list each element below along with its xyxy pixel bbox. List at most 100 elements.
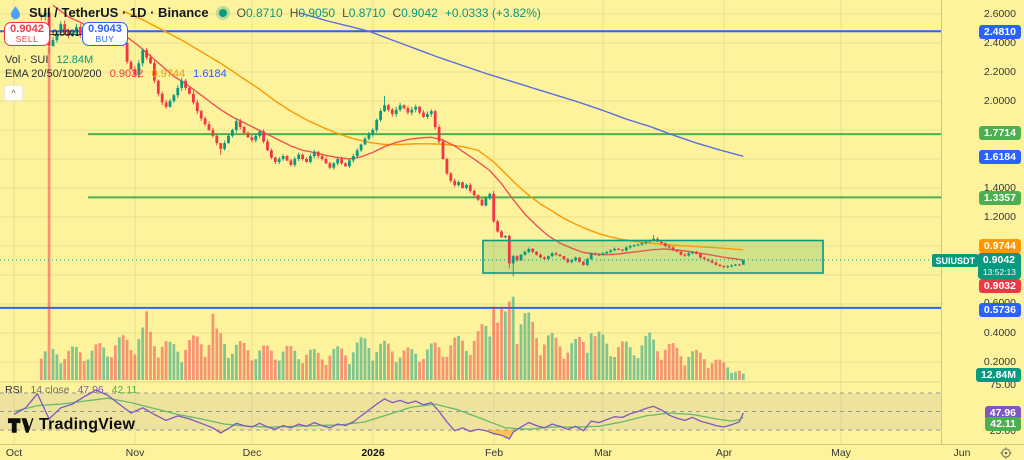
candle-body	[418, 106, 421, 113]
rsi-ma-value: 42.11	[111, 384, 138, 396]
volume-bar	[75, 347, 78, 380]
candle-body	[387, 105, 390, 110]
volume-bar	[687, 357, 691, 380]
candle-body	[511, 256, 515, 264]
candle-body	[410, 109, 414, 113]
candle-body	[539, 254, 542, 258]
candle-body	[348, 160, 351, 167]
time-settings-gear-icon[interactable]	[1000, 447, 1012, 459]
sell-button[interactable]: 0.9042 SELL	[4, 21, 50, 47]
candle-body	[457, 182, 460, 186]
volume-bar	[738, 370, 741, 380]
symbol-legend[interactable]: SUI / TetherUS · 1D · Binance O0.8710 H0…	[8, 5, 541, 20]
volume-bar	[351, 352, 355, 380]
candle-body	[63, 24, 67, 32]
price-chart[interactable]	[0, 0, 941, 444]
collapse-legend-button[interactable]: ^	[4, 85, 23, 101]
volume-bar	[328, 355, 332, 380]
candle-body	[691, 251, 694, 254]
volume-bar	[43, 351, 47, 380]
volume-value: 12.84M	[56, 54, 94, 66]
buy-price: 0.9043	[88, 22, 122, 35]
price-badge-2.4810: 2.4810	[978, 25, 1021, 39]
candle-body	[554, 253, 558, 255]
candle-body	[640, 243, 644, 245]
buy-button[interactable]: 0.9043 BUY	[82, 21, 128, 47]
volume-bar	[223, 344, 226, 380]
candle-body	[546, 256, 550, 260]
market-status-icon[interactable]	[218, 8, 227, 17]
candle-body	[605, 251, 609, 254]
volume-bar	[543, 344, 546, 380]
candle-body	[188, 87, 191, 94]
volume-bar	[652, 339, 655, 380]
candle-body	[262, 131, 265, 142]
volume-bar	[270, 350, 273, 380]
volume-bar	[129, 350, 133, 380]
candle-body	[324, 159, 328, 164]
candle-body	[718, 264, 722, 267]
volume-bar	[383, 340, 386, 380]
volume-bar	[484, 325, 488, 380]
ema-line	[52, 4, 744, 261]
volume-bar	[741, 373, 745, 380]
ema-legend[interactable]: EMA 20/50/100/200 0.9032 0.9744 1.6184	[5, 68, 227, 80]
price-badge-12.84M: 12.84M	[975, 368, 1021, 382]
candle-body	[43, 12, 47, 17]
volume-bar	[589, 333, 593, 380]
volume-bar	[184, 349, 187, 380]
candle-body	[465, 185, 468, 188]
symbol-title[interactable]: SUI / TetherUS · 1D · Binance	[29, 5, 209, 20]
candle-body	[215, 135, 219, 144]
rsi-legend[interactable]: RSI 14 close 47.96 42.11	[5, 384, 138, 396]
volume-bar	[297, 359, 301, 380]
volume-bar	[613, 357, 616, 380]
volume-bar	[180, 362, 184, 380]
candle-body	[589, 253, 593, 260]
volume-bar	[531, 321, 535, 380]
volume-bar	[457, 335, 460, 380]
time-axis-label-Apr: Apr	[715, 447, 733, 459]
volume-bar	[371, 360, 375, 380]
price-badge-1.7714: 1.7714	[978, 126, 1021, 140]
volume-bar	[406, 347, 410, 380]
candle-body	[402, 105, 406, 109]
volume-bar	[246, 350, 250, 380]
volume-bar	[336, 346, 340, 380]
candle-body	[394, 109, 398, 115]
volume-bar	[582, 341, 585, 380]
candle-body	[390, 109, 394, 115]
volume-bar	[277, 360, 281, 380]
sui-logo-icon	[8, 5, 23, 20]
drawing-box-border[interactable]	[482, 239, 824, 274]
volume-bar	[558, 346, 562, 380]
volume-bar	[492, 306, 496, 380]
tradingview-logo[interactable]: TradingView	[7, 416, 135, 434]
volume-bar	[621, 341, 624, 380]
volume-bar	[445, 356, 449, 380]
drawing-box-fill[interactable]	[483, 240, 823, 274]
candle-body	[632, 245, 636, 247]
volume-legend[interactable]: Vol · SUI 12.84M	[5, 54, 94, 66]
volume-bar	[359, 337, 363, 380]
volume-bar	[207, 344, 211, 380]
volume-bar	[379, 343, 382, 380]
close-value: 0.9042	[401, 5, 438, 20]
volume-bar	[114, 345, 117, 380]
candle-body	[168, 101, 172, 107]
candle-body	[371, 130, 375, 135]
candle-body	[223, 143, 226, 149]
candle-body	[59, 24, 63, 33]
volume-bar	[476, 331, 480, 380]
time-axis[interactable]: Oct Nov Dec 2026 Feb Mar Apr May Jun	[0, 444, 1024, 460]
volume-bar	[375, 352, 379, 380]
volume-bar	[231, 353, 234, 380]
candle-body	[710, 260, 714, 263]
price-axis[interactable]: 2.60002.40002.20002.00001.80001.40001.20…	[932, 0, 1024, 444]
volume-bar	[496, 322, 499, 380]
candle-body	[312, 151, 316, 157]
volume-bar	[730, 372, 733, 380]
candle-body	[227, 135, 230, 144]
volume-bar	[39, 358, 43, 380]
volume-bar	[71, 346, 74, 380]
